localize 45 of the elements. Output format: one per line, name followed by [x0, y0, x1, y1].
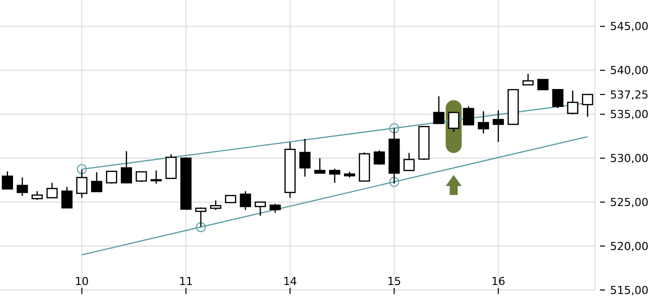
- candlestick: [106, 170, 118, 184]
- candlestick: [433, 96, 444, 124]
- candlestick: [374, 150, 385, 166]
- candlestick: [46, 182, 58, 198]
- x-tick-label: 16: [491, 275, 506, 288]
- x-tick-label: 15: [387, 275, 402, 288]
- candlestick: [403, 152, 415, 172]
- candlestick: [299, 138, 311, 178]
- candlestick: [61, 186, 73, 208]
- candlestick: [314, 158, 326, 174]
- candlestick: [462, 106, 474, 126]
- candlestick: [16, 176, 28, 197]
- y-tick-label: 515,00: [610, 284, 648, 297]
- point: [196, 222, 206, 232]
- candlestick: [522, 73, 534, 86]
- candlestick: [91, 172, 102, 192]
- y-tick-label: 540,00: [610, 64, 648, 78]
- candlestick: [2, 170, 14, 190]
- candlestick: [136, 171, 147, 183]
- candlestick: [552, 89, 564, 109]
- y-tick-label: 530,00: [610, 152, 648, 166]
- candlestick: [329, 168, 340, 184]
- candlestick: [120, 150, 132, 184]
- candlestick: [492, 110, 504, 143]
- y-tick-label: 545,00: [610, 20, 648, 34]
- candlestick: [240, 190, 252, 211]
- x-tick-label: 11: [178, 275, 193, 288]
- y-tick-label: 535,00: [610, 108, 648, 122]
- y-tick-label: 525,00: [610, 196, 648, 209]
- y-tick-label: 537,25: [610, 88, 648, 102]
- x-tick-label: 10: [74, 275, 89, 288]
- point: [389, 176, 400, 187]
- candlestick: [448, 112, 460, 132]
- candlestick: [537, 78, 549, 90]
- candlestick: [254, 202, 266, 216]
- point: [389, 123, 400, 134]
- candlestick: [165, 154, 177, 179]
- candlestick: [150, 170, 162, 184]
- y-tick-label: 520,00: [610, 240, 648, 253]
- point: [76, 164, 87, 174]
- candlestick: [582, 94, 594, 118]
- x-tick-label: 14: [283, 275, 298, 288]
- candlestick: [567, 90, 578, 115]
- candlestick: [210, 200, 222, 211]
- candlestick: [478, 110, 490, 134]
